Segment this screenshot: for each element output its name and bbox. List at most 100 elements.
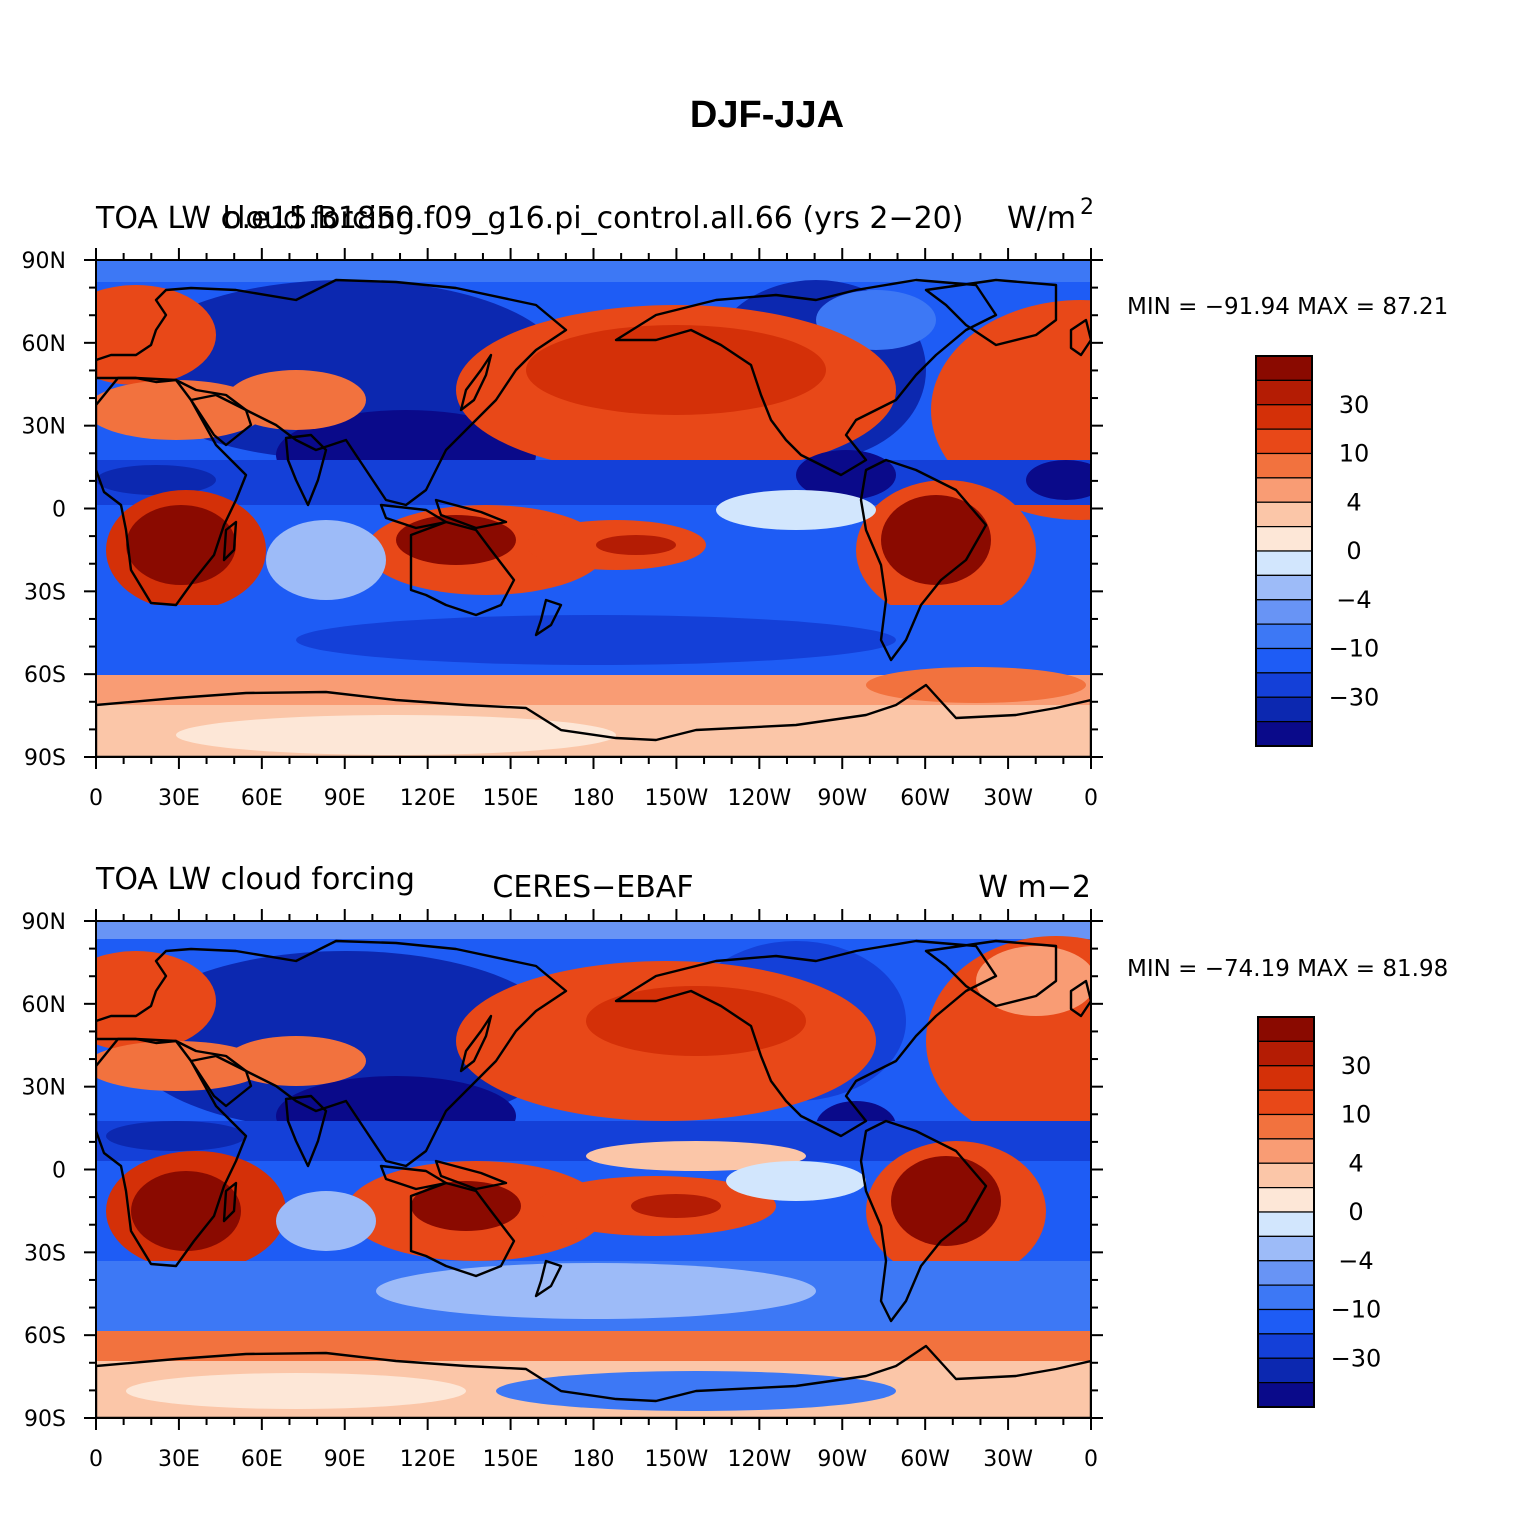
colorbar-swatch (1257, 1187, 1315, 1213)
y-tick-label: 30N (22, 1076, 66, 1101)
y-tick-label: 60N (22, 332, 66, 357)
colorbar-swatch (1257, 1382, 1315, 1408)
y-tick-label: 30S (24, 580, 66, 605)
x-tick-label: 90E (324, 1447, 366, 1472)
x-tick-label: 120E (400, 786, 456, 811)
x-tick-label: 60E (241, 1447, 283, 1472)
y-tick-label: 0 (52, 1159, 66, 1184)
colorbar-label: 30 (1341, 1052, 1372, 1080)
x-tick-label: 0 (1084, 786, 1098, 811)
x-tick-label: 60E (241, 786, 283, 811)
map-panel-observations: TOA LW cloud forcing CERES−EBAF W m−2 (22, 862, 1449, 1472)
x-tick-label: 60W (900, 1447, 950, 1472)
colorbar-swatch (1255, 452, 1313, 479)
y-tick-label: 60S (24, 1324, 66, 1349)
colorbar-swatch (1257, 1138, 1315, 1164)
colorbar-swatch (1257, 1113, 1315, 1140)
colorbar-swatch (1257, 1065, 1315, 1091)
x-tick-label: 90W (817, 786, 867, 811)
colorbar-frame (1257, 1016, 1315, 1408)
y-tick-label: 90N (22, 249, 66, 274)
field-fill (96, 260, 1091, 757)
colorbar-swatch (1255, 647, 1313, 674)
panel-units: W m−2 (978, 870, 1091, 905)
field-map (96, 260, 1091, 757)
colorbar-swatch (1257, 1235, 1315, 1262)
x-tick-label: 120W (727, 786, 791, 811)
colorbar-label: 10 (1339, 440, 1370, 468)
colorbar-swatch (1255, 526, 1313, 552)
colorbar-frame (1255, 355, 1313, 747)
main-title: DJF-JJA (690, 94, 844, 136)
panel-center-title: CERES−EBAF (492, 870, 693, 905)
colorbar-label: −4 (1336, 586, 1371, 614)
colorbar-label: 4 (1346, 488, 1361, 516)
colorbar-swatch (1255, 623, 1313, 650)
y-tick-label: 30S (24, 1241, 66, 1266)
x-tick-label: 0 (89, 1447, 103, 1472)
colorbar-swatch (1255, 501, 1313, 528)
colorbar-swatch (1257, 1357, 1315, 1384)
colorbar-swatch (1255, 550, 1313, 576)
colorbar-label: 0 (1348, 1198, 1363, 1226)
colorbar-swatch (1255, 574, 1313, 601)
y-tick-label: 60N (22, 993, 66, 1018)
x-tick-label: 180 (573, 786, 615, 811)
x-tick-label: 0 (1084, 1447, 1098, 1472)
y-tick-label: 30N (22, 415, 66, 440)
y-tick-label: 60S (24, 663, 66, 688)
x-tick-label: 30E (158, 786, 200, 811)
colorbar-swatch (1255, 599, 1313, 625)
colorbar-swatch (1255, 672, 1313, 698)
map-axes: 0 30E 60E 90E 120E 150E 180 150W 120W 90W 60W 30W 09… (22, 909, 1103, 1472)
panel-left-title: TOA LW cloud forcing (95, 862, 415, 897)
panel-units-superscript: 2 (1080, 195, 1094, 220)
colorbar-swatch (1257, 1016, 1315, 1042)
x-tick-label: 90E (324, 786, 366, 811)
x-tick-label: 30W (983, 786, 1033, 811)
min-max-label: MIN = −91.94 MAX = 87.21 (1127, 294, 1448, 320)
colorbar-swatch (1257, 1162, 1315, 1189)
colorbar-label: −30 (1331, 1344, 1382, 1372)
x-tick-label: 30E (158, 1447, 200, 1472)
x-tick-label: 0 (89, 786, 103, 811)
colorbar-swatch (1257, 1260, 1315, 1286)
colorbar-swatch (1257, 1308, 1315, 1335)
y-tick-label: 90N (22, 910, 66, 935)
colorbar-label: −30 (1329, 683, 1380, 711)
colorbar-swatch (1257, 1333, 1315, 1359)
colorbar-label: 30 (1339, 391, 1370, 419)
y-tick-label: 0 (52, 498, 66, 523)
colorbar: 30 10 4 0 −4 −10 −30 (1255, 355, 1380, 747)
colorbar-swatch (1255, 404, 1313, 430)
colorbar-label: 4 (1348, 1149, 1363, 1177)
x-tick-label: 30W (983, 1447, 1033, 1472)
colorbar-label: −4 (1338, 1247, 1373, 1275)
x-tick-label: 90W (817, 1447, 867, 1472)
x-tick-label: 150E (483, 786, 539, 811)
colorbar-swatch (1257, 1284, 1315, 1311)
colorbar-swatch (1255, 428, 1313, 455)
map-panel-model: TOA LW cloud forcing b.e15.B1850.f09_g16… (22, 195, 1449, 811)
colorbar-swatch (1255, 721, 1313, 747)
colorbar-swatch (1257, 1089, 1315, 1116)
x-tick-label: 120W (727, 1447, 791, 1472)
colorbar-label: −10 (1329, 635, 1380, 663)
colorbar-swatch (1255, 379, 1313, 406)
field-fill (96, 921, 1091, 1418)
x-tick-label: 150W (645, 1447, 709, 1472)
colorbar-label: 0 (1346, 537, 1361, 565)
panel-center-title: b.e15.B1850.f09_g16.pi_control.all.66 (y… (223, 201, 964, 236)
panel-left-title: TOA LW cloud forcing (95, 201, 415, 236)
panel-units: W/m (1007, 201, 1076, 236)
colorbar-swatch (1255, 477, 1313, 503)
x-tick-label: 150W (645, 786, 709, 811)
field-map (96, 921, 1091, 1418)
x-tick-label: 180 (573, 1447, 615, 1472)
map-axes: 0 30E 60E 90E 120E 150E 180 150W 120W 90W 60W 30W 09… (22, 248, 1103, 811)
colorbar-label: −10 (1331, 1296, 1382, 1324)
min-max-label: MIN = −74.19 MAX = 81.98 (1127, 956, 1448, 982)
y-tick-label: 90S (24, 1407, 66, 1432)
colorbar-swatch (1255, 696, 1313, 723)
